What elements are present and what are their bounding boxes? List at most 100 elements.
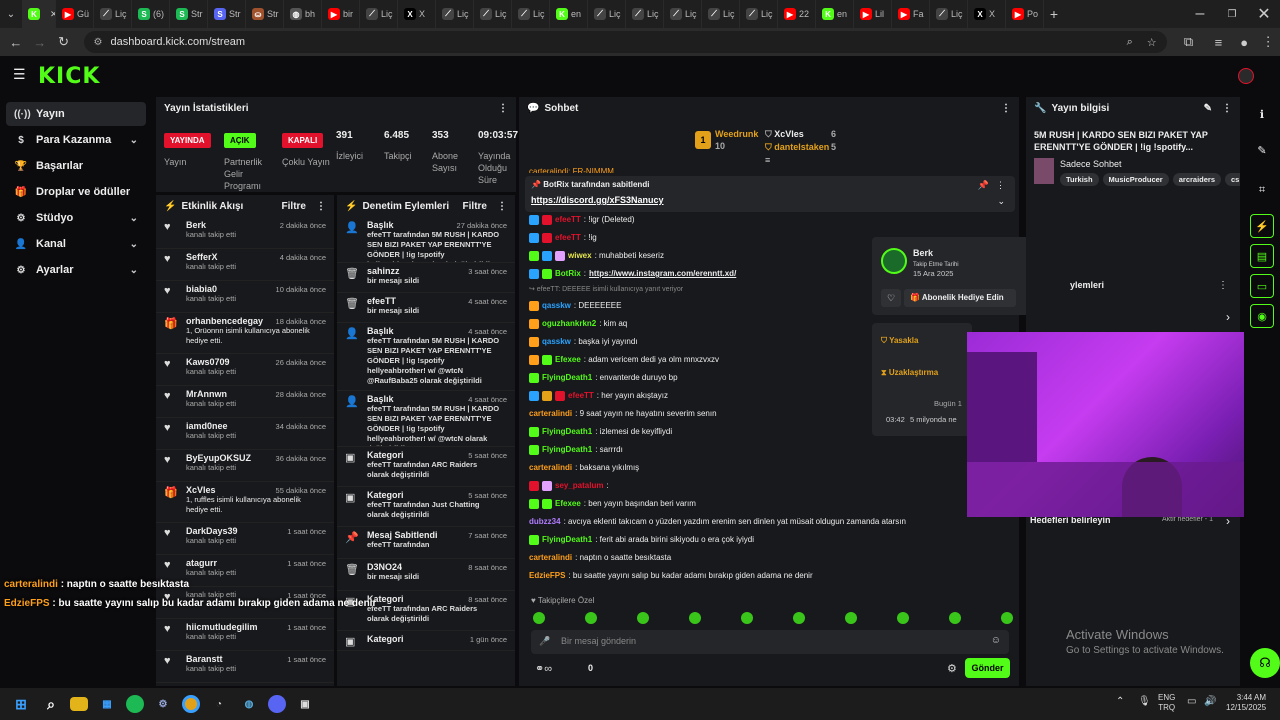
timeout-button[interactable]: ⧗ Uzaklaştırma (881, 368, 939, 377)
pinned-link[interactable]: https://discord.gg/xFS3Nanucy (531, 195, 664, 205)
browser-tab[interactable]: ⟋ Liç (930, 0, 968, 28)
minimize-icon[interactable]: – (1195, 5, 1205, 22)
emote-icon[interactable] (793, 612, 805, 624)
sidebar-item[interactable]: ((·)) Yayın (6, 102, 146, 126)
browser-tab[interactable]: ⟋ Liç (626, 0, 664, 28)
browser-tab[interactable]: ⟋ Liç (512, 0, 550, 28)
chevron-right-icon[interactable]: › (1226, 310, 1230, 324)
tag-chip[interactable]: cs (1225, 173, 1240, 186)
browser-tab[interactable]: ▶ Gü (56, 0, 94, 28)
chevron-down-icon[interactable]: ⌄ (129, 134, 138, 146)
browser-icon[interactable]: ◍ (244, 698, 254, 710)
emote-icon[interactable] (585, 612, 597, 624)
browser-tab[interactable]: ⟋ Liç (702, 0, 740, 28)
sidebar-item[interactable]: 👤 Kanal ⌄ (6, 232, 146, 256)
moderation-item[interactable]: ▣ Kategori efeeTT tarafından ARC Raiders o… (337, 591, 515, 631)
browser-tab[interactable]: ⟋ Liç (94, 0, 132, 28)
browser-tab[interactable]: ▶ bir (322, 0, 360, 28)
moderation-item[interactable]: ▣ Kategori efeeTT tarafından ARC Raiders o… (337, 447, 515, 487)
activity-item[interactable]: ♥ iamd0nee kanalı takip etti 34 dakika önce (156, 418, 334, 450)
browser-tab[interactable]: ⟋ Liç (664, 0, 702, 28)
more-options-icon[interactable]: ⋮ (497, 200, 507, 212)
emote-icon[interactable] (533, 612, 545, 624)
browser-tab[interactable]: S Str (170, 0, 208, 28)
sidebar-item[interactable]: 🎁 Droplar ve ödüller (6, 180, 146, 204)
chat-username[interactable]: FlyingDeath1 (542, 535, 593, 544)
moderation-item[interactable]: 👤 Başlık efeeTT tarafından 5M RUSH | KARDO… (337, 323, 515, 391)
activity-item[interactable]: ♥ biabia0 kanalı takip etti 10 dakika önce (156, 281, 334, 313)
more-options-icon[interactable]: ⋮ (498, 102, 508, 114)
emote-icon[interactable] (689, 612, 701, 624)
browser-tab[interactable]: ▶ Po (1006, 0, 1044, 28)
browser-tab[interactable]: K✕ (22, 0, 56, 28)
extensions-icon[interactable]: ⧉ (1183, 34, 1194, 49)
activity-item[interactable]: 🎁 XcVles 1, ruffles isimli kullanıcıya abo… (156, 482, 334, 523)
chat-username[interactable]: qasskw (542, 301, 571, 310)
search-icon[interactable]: ⌕ (47, 695, 55, 712)
reload-icon[interactable]: ↻ (58, 34, 70, 49)
chat-bubble-icon[interactable]: ▭ (1250, 274, 1274, 298)
moderation-item[interactable]: 🗑 sahinzz bir mesajı sildi 3 saat önce (337, 263, 515, 293)
activity-item[interactable]: ♥ Berk kanalı takip etti 2 dakika önce (156, 217, 334, 249)
crop-icon[interactable]: ⌗ (1258, 183, 1266, 196)
document-icon[interactable]: ▤ (1250, 244, 1274, 268)
chat-username[interactable]: qasskw (542, 337, 571, 346)
collapse-leaderboard-icon[interactable]: ≡ (765, 155, 771, 165)
emote-icon[interactable] (897, 612, 909, 624)
chevron-down-icon[interactable]: ⌄ (129, 264, 138, 276)
activity-item[interactable]: ♥ DarkDays39 kanalı takip etti 1 saat önce (156, 523, 334, 555)
media-app-icon[interactable]: ▣ (300, 698, 310, 710)
tag-chip[interactable]: MusicProducer (1102, 173, 1169, 186)
activity-item[interactable]: ♥ hiicmutludegilim kanalı takip etti 1 saat… (156, 619, 334, 651)
emote-icon[interactable] (741, 612, 753, 624)
browser-tab[interactable]: ▶ Lil (854, 0, 892, 28)
pen-icon[interactable]: ✎ (1257, 144, 1267, 157)
browser-tab[interactable]: S (6) (132, 0, 170, 28)
discord-icon[interactable] (268, 695, 286, 713)
sidebar-item[interactable]: $ Para Kazanma ⌄ (6, 128, 146, 152)
chat-username[interactable]: FlyingDeath1 (542, 427, 593, 436)
browser-tab[interactable]: ⛀ Str (246, 0, 284, 28)
language-indicator[interactable]: ENG TRQ (1158, 693, 1175, 713)
activity-item[interactable]: ♥ Kaws0709 kanalı takip etti 26 dakika önce (156, 354, 334, 386)
browser-tab[interactable]: ▶ Fa (892, 0, 930, 28)
chat-username[interactable]: EdzieFPS (529, 571, 566, 580)
activity-item[interactable]: ♥ atagurr kanalı takip etti 1 saat önce (156, 555, 334, 587)
windows-start-icon[interactable]: ⊞ (15, 695, 27, 712)
moderation-item[interactable]: ▣ Kategori 1 gün önce (337, 631, 515, 651)
chat-username[interactable]: Efexee (555, 499, 581, 508)
leader-name[interactable]: ⛉ dantelstaken (765, 142, 829, 153)
browser-tab[interactable]: ▶ 22 (778, 0, 816, 28)
moderation-item[interactable]: ▣ Kategori efeeTT tarafından Just Chatting… (337, 487, 515, 527)
filter-button[interactable]: Filtre (462, 200, 487, 212)
pinned-more-icon[interactable]: ⋮ (996, 180, 1005, 190)
chat-settings-icon[interactable]: ⚙ (947, 663, 957, 675)
zoom-icon[interactable]: ⌕ (1126, 35, 1133, 48)
leader-name[interactable]: Weedrunk (715, 129, 759, 139)
chat-username[interactable]: oguzhankrkn2 (542, 319, 597, 328)
chat-username[interactable]: BotRix (555, 269, 581, 278)
steam-icon[interactable]: ⚙ (158, 698, 168, 710)
new-tab-button[interactable]: + (1049, 6, 1059, 22)
chat-input[interactable]: 🎤 Bir mesaj gönderin ☺ (531, 630, 1009, 654)
emote-icon[interactable] (1001, 612, 1013, 624)
chat-username[interactable]: FlyingDeath1 (542, 445, 593, 454)
emote-icon[interactable] (949, 612, 961, 624)
browser-tab[interactable]: S Str (208, 0, 246, 28)
activity-item[interactable]: ♥ kanalı takip etti 1 saat önce (156, 587, 334, 619)
broadcast-icon[interactable]: ◉ (1250, 304, 1274, 328)
chat-username[interactable]: efeeTT (568, 391, 594, 400)
more-options-icon[interactable]: ⋮ (1218, 280, 1228, 291)
info-icon[interactable]: ℹ (1259, 108, 1265, 121)
tray-up-icon[interactable]: ⌃ (1116, 696, 1125, 707)
more-options-icon[interactable]: ⋮ (316, 200, 326, 212)
file-explorer-icon[interactable] (70, 697, 88, 711)
chevron-down-icon[interactable]: ⌄ (129, 212, 138, 224)
moderation-item[interactable]: 👤 Başlık efeeTT tarafından 5M RUSH | KARDO… (337, 391, 515, 447)
close-tab-icon[interactable]: ✕ (50, 9, 55, 20)
chat-username[interactable]: FlyingDeath1 (542, 373, 593, 382)
chat-username[interactable]: efeeTT (555, 233, 581, 242)
